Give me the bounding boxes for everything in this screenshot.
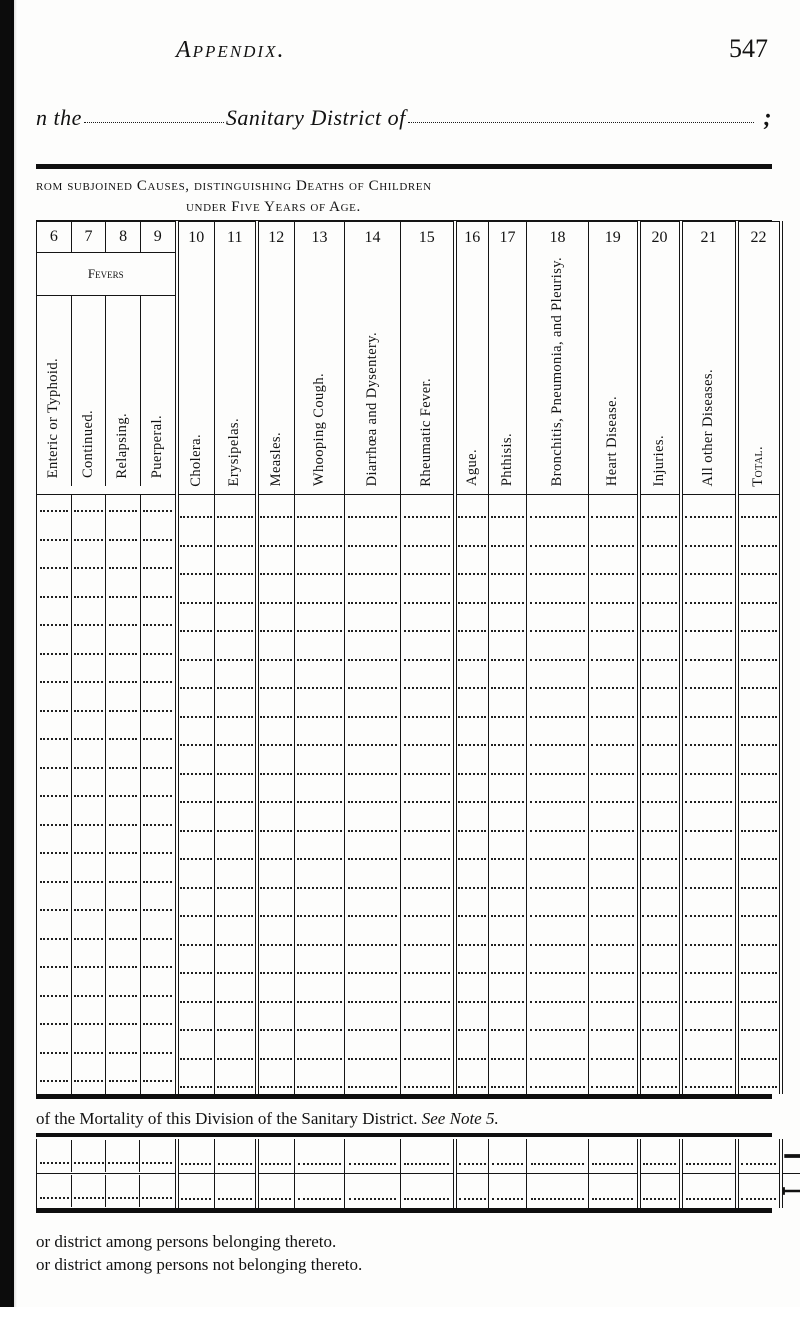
col-label-cell: All other Diseases. [681,253,737,495]
col-num: 17 [489,222,527,253]
col-num: 8 [106,222,141,252]
col-label: Rheumatic Fever. [419,378,434,487]
table-row [37,581,781,610]
col-num: 11 [215,222,257,253]
col-num: 7 [72,222,107,252]
col-num: 21 [681,222,737,253]
col-label: Erysipelas. [227,418,242,486]
table-row [37,1008,781,1037]
col-label-cell: Measles. [257,253,295,495]
table-row [37,980,781,1009]
col-label: Cholera. [189,434,204,487]
col-num: 10 [177,222,215,253]
summary-table [36,1139,800,1208]
page-number: 547 [729,34,768,64]
col-label: Relapsing. [115,413,130,479]
table-row [37,923,781,952]
fevers-sublabels: Enteric or Typhoid. Continued. Relapsing. P… [37,296,177,495]
table-row [37,951,781,980]
summary-row [37,1173,800,1208]
table-row [37,866,781,895]
footnote-1: or district among persons belonging ther… [36,1231,772,1254]
district-fill-line: n the Sanitary District of ; [36,104,772,132]
table-row [37,752,781,781]
fill-prefix: n the [36,105,82,131]
col-num: 18 [527,222,589,253]
col-label-cell: Ague. [455,253,489,495]
col-num: 15 [401,222,455,253]
table-row [37,837,781,866]
col-label: Phthisis. [500,433,515,486]
col-num: 6 [37,222,72,252]
subtitle-line-2: under Five Years of Age. [36,198,772,217]
col-label-cell: Total. [737,253,781,495]
col-label-cell: Whooping Cough. [295,253,345,495]
see-note-ref: See Note 5. [422,1109,499,1128]
col-num: 16 [455,222,489,253]
col-label-cell: Injuries. [639,253,681,495]
col-num: 9 [141,222,175,252]
row-arrow-icon [781,1139,800,1174]
col-num: 19 [589,222,639,253]
heavy-rule-mid [36,1094,772,1099]
col-label: Whooping Cough. [312,373,327,486]
table-row [37,1065,781,1094]
col-label: Injuries. [652,435,667,487]
table-row [37,894,781,923]
mortality-note: of the Mortality of this Division of the… [36,1109,772,1129]
col-label-cell: Phthisis. [489,253,527,495]
table-row [37,552,781,581]
col-label-cell: Rheumatic Fever. [401,253,455,495]
trailing-punct: ; [758,105,773,132]
col-num: 22 [737,222,781,253]
heavy-rule-top [36,164,772,169]
col-label: All other Diseases. [701,369,716,487]
fill-middle: Sanitary District of [226,105,406,131]
col-num-fevers: 6789 [37,222,177,253]
running-title: Appendix. [176,37,285,64]
col-label: Total. [751,446,766,487]
col-label: Measles. [269,432,284,486]
col-label: Diarrhœa and Dysentery. [365,332,380,486]
blank-rule-right [408,102,754,123]
footnote-2: or district among persons not belonging … [36,1254,772,1277]
col-label: Ague. [465,449,480,486]
table-row [37,495,781,524]
col-num: 20 [639,222,681,253]
row-arrow-icon [781,1173,800,1208]
table-row [37,638,781,667]
col-label: Heart Disease. [605,396,620,486]
table-row [37,1037,781,1066]
col-label: Puerperal. [150,415,165,478]
col-label-cell: Erysipelas. [215,253,257,495]
col-label-cell: Diarrhœa and Dysentery. [345,253,401,495]
mortality-note-text: of the Mortality of this Division of the… [36,1109,422,1128]
fevers-heading: Fevers [37,253,177,296]
heavy-rule-mid2 [36,1133,772,1137]
causes-table: 678910111213141516171819202122 Fevers Chol… [36,221,783,1094]
table-row [37,723,781,752]
col-label-cell: Cholera. [177,253,215,495]
col-num: 12 [257,222,295,253]
table-row [37,666,781,695]
col-label-cell: Heart Disease. [589,253,639,495]
col-num: 14 [345,222,401,253]
blank-rule-left [84,102,224,123]
summary-row [37,1139,800,1174]
table-row [37,809,781,838]
subtitle-line-1: rom subjoined Causes, distinguishing Dea… [36,177,772,196]
heavy-rule-bottom [36,1208,772,1213]
col-label: Enteric or Typhoid. [46,358,61,478]
col-label: Continued. [81,410,96,478]
col-label-cell: Bronchitis, Pneumonia, and Pleurisy. [527,253,589,495]
table-row [37,780,781,809]
footnotes: or district among persons belonging ther… [36,1231,772,1277]
col-num: 13 [295,222,345,253]
table-row [37,524,781,553]
table-row [37,695,781,724]
table-row [37,609,781,638]
col-label: Bronchitis, Pneumonia, and Pleurisy. [550,257,565,486]
